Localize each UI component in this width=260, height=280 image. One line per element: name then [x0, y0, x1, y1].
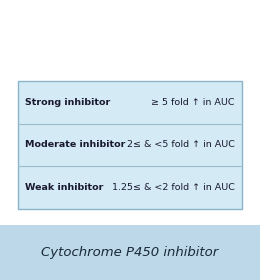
Text: ≥ 5 fold ↑ in AUC: ≥ 5 fold ↑ in AUC [151, 98, 235, 107]
Text: Strong inhibitor: Strong inhibitor [25, 98, 111, 107]
Text: Cytochrome P450 inhibitor: Cytochrome P450 inhibitor [41, 246, 219, 259]
Text: 2≤ & <5 fold ↑ in AUC: 2≤ & <5 fold ↑ in AUC [127, 140, 235, 150]
Bar [18, 81, 242, 209]
Text: Moderate inhibitor: Moderate inhibitor [25, 140, 126, 150]
Text: Weak inhibitor: Weak inhibitor [25, 183, 104, 192]
Text: 1.25≤ & <2 fold ↑ in AUC: 1.25≤ & <2 fold ↑ in AUC [112, 183, 235, 192]
Bar [0, 225, 260, 280]
